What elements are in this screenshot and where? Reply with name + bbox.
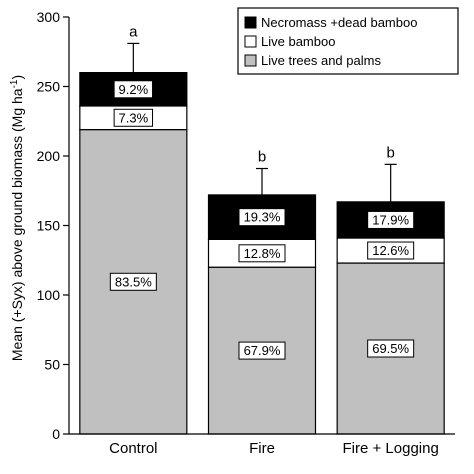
x-axis: Control Fire Fire + Logging <box>69 433 455 457</box>
data-label: 12.8% <box>244 246 281 261</box>
data-label-box <box>113 108 154 127</box>
y-tick-label: 50 <box>44 357 60 373</box>
data-label-box <box>367 241 415 260</box>
data-label-box <box>367 339 415 358</box>
data-label: 9.2% <box>119 82 149 97</box>
legend-swatch <box>244 35 257 48</box>
data-label: 19.3% <box>244 210 281 225</box>
y-tick-label: 0 <box>52 426 60 442</box>
data-label: 12.6% <box>372 243 409 258</box>
data-label: 69.5% <box>372 341 409 356</box>
y-axis-label: Mean (+Syx) above ground biomass (Mg ha-… <box>9 75 25 361</box>
legend-swatch <box>244 54 257 67</box>
y-axis: 0 50 100 150 200 250 300 <box>37 9 70 442</box>
significance-letter: b <box>258 149 266 166</box>
legend-label: Live bamboo <box>261 34 335 49</box>
data-label-box <box>238 341 286 360</box>
data-label-box <box>238 244 286 263</box>
data-label-box <box>113 80 154 99</box>
data-label: 83.5% <box>115 274 152 289</box>
data-label-box <box>238 208 286 227</box>
significance-letter: a <box>129 23 138 40</box>
y-tick-label: 250 <box>37 79 61 95</box>
bars: 83.5% 7.3% 9.2% a 67.9% 12.8% 19.3% b 69.5% 12.6%… <box>79 23 445 435</box>
x-tick-label: Fire + Logging <box>343 440 439 457</box>
y-tick-label: 200 <box>37 148 61 164</box>
legend-swatch <box>244 16 257 29</box>
data-label-box <box>367 210 415 229</box>
data-label: 17.9% <box>372 212 409 227</box>
bar-stack: 67.9% 12.8% 19.3% b <box>207 149 317 435</box>
y-tick-label: 150 <box>37 218 61 234</box>
data-label: 67.9% <box>244 343 281 358</box>
legend: Necromass +dead bamboo Live bamboo Live tr… <box>237 7 459 75</box>
y-tick-label: 100 <box>37 287 61 303</box>
y-tick-label: 300 <box>37 9 61 25</box>
significance-letter: b <box>386 144 394 161</box>
bar-stack: 83.5% 7.3% 9.2% a <box>79 23 188 435</box>
x-tick-label: Fire <box>249 440 275 457</box>
legend-label: Necromass +dead bamboo <box>261 15 417 30</box>
bar-segment <box>207 194 317 240</box>
legend-box <box>237 7 459 75</box>
data-label: 7.3% <box>119 110 149 125</box>
data-label-box <box>109 272 157 291</box>
legend-label: Live trees and palms <box>261 53 381 68</box>
bar-stack: 69.5% 12.6% 17.9% b <box>336 144 445 435</box>
x-tick-label: Control <box>109 440 157 457</box>
